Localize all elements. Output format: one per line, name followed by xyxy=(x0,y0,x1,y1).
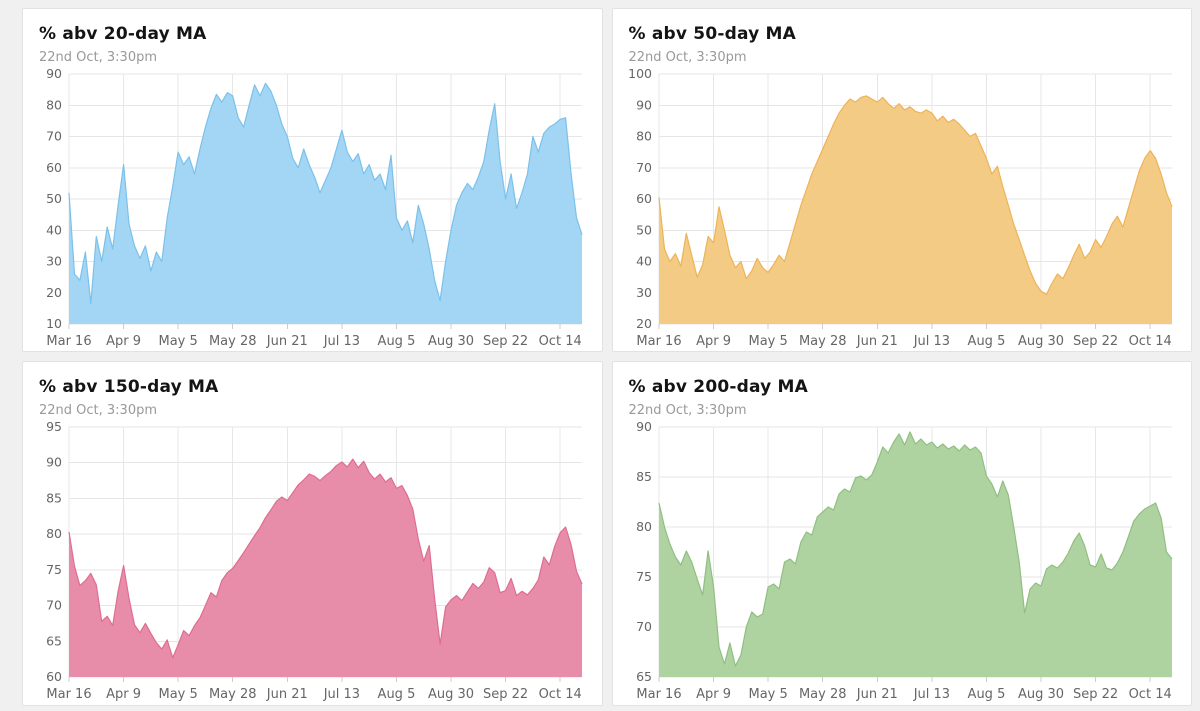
svg-text:Aug 5: Aug 5 xyxy=(378,687,416,702)
svg-text:Jul 13: Jul 13 xyxy=(912,687,949,702)
svg-text:Oct 14: Oct 14 xyxy=(1128,334,1171,349)
svg-text:95: 95 xyxy=(46,421,62,434)
svg-text:Sep 22: Sep 22 xyxy=(483,334,528,349)
svg-text:75: 75 xyxy=(46,562,62,577)
svg-text:20: 20 xyxy=(46,285,62,300)
chart-subtitle: 22nd Oct, 3:30pm xyxy=(628,50,747,65)
svg-text:Jun 21: Jun 21 xyxy=(266,687,308,702)
svg-text:May 28: May 28 xyxy=(209,687,257,702)
chart-title: % abv 150-day MA xyxy=(39,377,219,397)
chart-subtitle: 22nd Oct, 3:30pm xyxy=(628,403,747,418)
svg-text:Aug 5: Aug 5 xyxy=(378,334,416,349)
svg-text:Apr 9: Apr 9 xyxy=(106,334,141,349)
svg-text:10: 10 xyxy=(46,316,62,331)
svg-text:Aug 5: Aug 5 xyxy=(967,687,1005,702)
svg-text:May 28: May 28 xyxy=(798,334,846,349)
svg-text:Jun 21: Jun 21 xyxy=(855,687,897,702)
svg-text:75: 75 xyxy=(636,569,652,584)
chart-card-200-day-ma: % abv 200-day MA 22nd Oct, 3:30pm 65 70 75… xyxy=(611,361,1192,706)
svg-text:Apr 9: Apr 9 xyxy=(696,334,731,349)
svg-text:60: 60 xyxy=(46,160,62,175)
svg-text:60: 60 xyxy=(636,191,652,206)
svg-text:Sep 22: Sep 22 xyxy=(1073,687,1118,702)
svg-text:85: 85 xyxy=(636,469,652,484)
svg-text:65: 65 xyxy=(46,633,62,648)
svg-text:May 5: May 5 xyxy=(159,687,198,702)
svg-text:May 5: May 5 xyxy=(159,334,198,349)
svg-text:80: 80 xyxy=(46,97,62,112)
area-chart-150-day-ma[interactable]: 60 65 70 75 80 85 90 95 Mar 16 Apr 9 May 5 May 28 Ju… xyxy=(39,421,584,702)
svg-text:Jun 21: Jun 21 xyxy=(855,334,897,349)
svg-text:70: 70 xyxy=(46,129,62,144)
svg-text:20: 20 xyxy=(636,316,652,331)
svg-text:Aug 30: Aug 30 xyxy=(428,334,474,349)
svg-text:80: 80 xyxy=(46,526,62,541)
svg-text:May 5: May 5 xyxy=(748,334,787,349)
svg-text:Oct 14: Oct 14 xyxy=(539,687,582,702)
chart-card-50-day-ma: % abv 50-day MA 22nd Oct, 3:30pm 20 30 40 5… xyxy=(611,8,1192,352)
svg-text:Sep 22: Sep 22 xyxy=(1073,334,1118,349)
area-chart-50-day-ma[interactable]: 20 30 40 50 60 70 80 90 100 Mar 16 Apr 9 May 5 May 2… xyxy=(629,68,1174,349)
svg-text:Aug 30: Aug 30 xyxy=(1017,687,1063,702)
chart-title: % abv 200-day MA xyxy=(628,377,809,397)
svg-text:Jul 13: Jul 13 xyxy=(323,687,360,702)
svg-text:Sep 22: Sep 22 xyxy=(483,687,528,702)
area-chart-20-day-ma[interactable]: 10 20 30 40 50 60 70 80 90 Mar 16 Apr 9 May 5 May 28… xyxy=(39,68,584,349)
svg-text:Apr 9: Apr 9 xyxy=(696,687,731,702)
svg-text:70: 70 xyxy=(636,160,652,175)
svg-text:Apr 9: Apr 9 xyxy=(106,687,141,702)
svg-text:Aug 5: Aug 5 xyxy=(967,334,1005,349)
svg-text:85: 85 xyxy=(46,490,62,505)
svg-text:Oct 14: Oct 14 xyxy=(1128,687,1171,702)
svg-text:90: 90 xyxy=(636,421,652,434)
svg-text:30: 30 xyxy=(636,285,652,300)
svg-text:May 5: May 5 xyxy=(748,687,787,702)
svg-text:Jul 13: Jul 13 xyxy=(323,334,360,349)
chart-title: % abv 20-day MA xyxy=(39,24,207,44)
svg-text:90: 90 xyxy=(636,97,652,112)
svg-text:40: 40 xyxy=(636,254,652,269)
svg-text:Aug 30: Aug 30 xyxy=(1017,334,1063,349)
chart-card-150-day-ma: % abv 150-day MA 22nd Oct, 3:30pm 60 65 70… xyxy=(22,361,603,706)
chart-title: % abv 50-day MA xyxy=(628,24,796,44)
chart-card-20-day-ma: % abv 20-day MA 22nd Oct, 3:30pm 10 20 30 4… xyxy=(22,8,603,352)
chart-subtitle: 22nd Oct, 3:30pm xyxy=(39,50,158,65)
svg-text:80: 80 xyxy=(636,519,652,534)
area-chart-200-day-ma[interactable]: 65 70 75 80 85 90 Mar 16 Apr 9 May 5 May 28 Jun 21… xyxy=(629,421,1174,702)
svg-text:65: 65 xyxy=(636,669,652,684)
svg-text:60: 60 xyxy=(46,669,62,684)
svg-text:40: 40 xyxy=(46,222,62,237)
svg-text:Mar 16: Mar 16 xyxy=(636,334,681,349)
svg-text:90: 90 xyxy=(46,68,62,81)
svg-text:Mar 16: Mar 16 xyxy=(636,687,681,702)
svg-text:70: 70 xyxy=(46,598,62,613)
svg-text:Mar 16: Mar 16 xyxy=(46,687,91,702)
chart-subtitle: 22nd Oct, 3:30pm xyxy=(39,403,158,418)
svg-text:Oct 14: Oct 14 xyxy=(539,334,582,349)
svg-text:70: 70 xyxy=(636,619,652,634)
svg-text:50: 50 xyxy=(46,191,62,206)
svg-text:May 28: May 28 xyxy=(798,687,846,702)
svg-text:Jul 13: Jul 13 xyxy=(912,334,949,349)
svg-text:Jun 21: Jun 21 xyxy=(266,334,308,349)
svg-text:May 28: May 28 xyxy=(209,334,257,349)
chart-grid: % abv 20-day MA 22nd Oct, 3:30pm 10 20 30 4… xyxy=(22,8,1192,706)
svg-text:100: 100 xyxy=(629,68,652,81)
svg-text:90: 90 xyxy=(46,455,62,470)
svg-text:Aug 30: Aug 30 xyxy=(428,687,474,702)
svg-text:80: 80 xyxy=(636,129,652,144)
svg-text:50: 50 xyxy=(636,222,652,237)
svg-text:30: 30 xyxy=(46,254,62,269)
svg-text:Mar 16: Mar 16 xyxy=(46,334,91,349)
